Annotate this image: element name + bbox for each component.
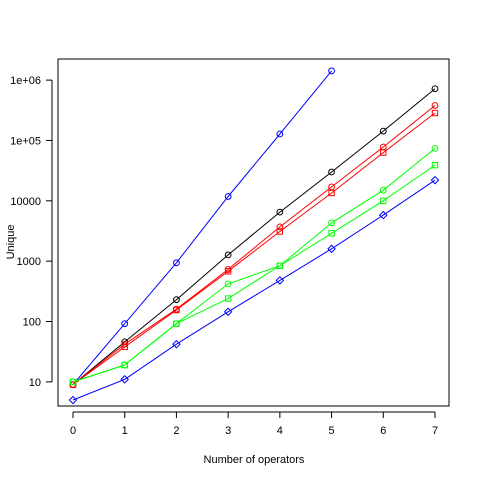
x-axis-label: Number of operators: [204, 454, 305, 466]
data-point-diamond: [275, 276, 285, 285]
series-4: [69, 109, 439, 388]
data-point-square: [173, 320, 180, 327]
x-tick-label: 7: [432, 425, 438, 437]
data-point-circle: [276, 130, 284, 138]
data-point-diamond: [378, 210, 388, 220]
data-point-circle: [173, 259, 180, 267]
data-point-square: [173, 306, 180, 314]
data-point-square: [224, 268, 232, 275]
data-point-square: [69, 378, 77, 386]
data-point-square: [224, 295, 232, 302]
data-point-square: [380, 197, 387, 205]
data-point-diamond: [172, 339, 181, 349]
data-point-diamond: [327, 244, 336, 254]
y-tick-label: 1e+06: [10, 75, 41, 87]
series-7: [68, 175, 440, 405]
data-point-square: [431, 161, 439, 169]
y-tick-label: 1000: [17, 256, 41, 268]
y-axis: 10 100 1000 10000 1e+05 1e+06: [10, 75, 53, 389]
data-point-circle: [276, 208, 284, 216]
y-axis-label: Unique: [5, 225, 17, 260]
x-tick-label: 5: [329, 425, 335, 437]
data-point-circle: [224, 251, 232, 259]
data-point-square: [328, 189, 335, 197]
data-point-square: [328, 230, 335, 237]
series-line: [72, 105, 436, 385]
data-point-diamond: [68, 395, 78, 405]
y-tick-label: 100: [23, 317, 41, 329]
data-point-diamond: [223, 307, 233, 317]
data-point-square: [380, 149, 387, 156]
y-tick-label: 10: [29, 377, 41, 389]
y-tick-label: 1e+05: [10, 135, 41, 147]
series-line: [72, 164, 436, 383]
data-point-circle: [276, 223, 284, 231]
plot-frame: [57, 58, 450, 407]
series-line: [72, 88, 436, 385]
y-tick-label: 10000: [10, 196, 41, 208]
data-point-circle: [431, 85, 439, 93]
data-point-circle: [431, 102, 439, 109]
x-tick-label: 4: [277, 425, 283, 437]
x-tick-label: 1: [122, 425, 128, 437]
data-point-circle: [431, 144, 439, 152]
series-line: [72, 70, 332, 385]
x-tick-label: 2: [173, 425, 179, 437]
x-axis: 0 1 2 3 4 5 6 7: [70, 411, 438, 437]
data-point-square: [121, 343, 128, 351]
data-point-circle: [379, 186, 387, 194]
data-point-circle: [224, 280, 232, 288]
data-point-square: [121, 361, 128, 369]
data-point-circle: [224, 193, 232, 200]
x-tick-label: 6: [380, 425, 386, 437]
data-point-square: [431, 109, 439, 117]
data-point-circle: [328, 168, 335, 176]
data-point-circle: [173, 296, 180, 304]
series-line: [72, 112, 436, 386]
data-point-circle: [328, 67, 335, 75]
x-tick-label: 0: [70, 425, 76, 437]
series-line: [72, 179, 436, 401]
series-6: [69, 161, 439, 386]
data-point-square: [276, 262, 284, 269]
data-point-circle: [379, 127, 387, 135]
data-point-diamond: [120, 375, 130, 384]
x-tick-label: 3: [225, 425, 231, 437]
data-point-circle: [328, 219, 335, 227]
data-point-circle: [121, 320, 129, 328]
series-layer: [68, 67, 440, 405]
data-point-square: [276, 228, 284, 235]
data-point-diamond: [430, 175, 440, 185]
